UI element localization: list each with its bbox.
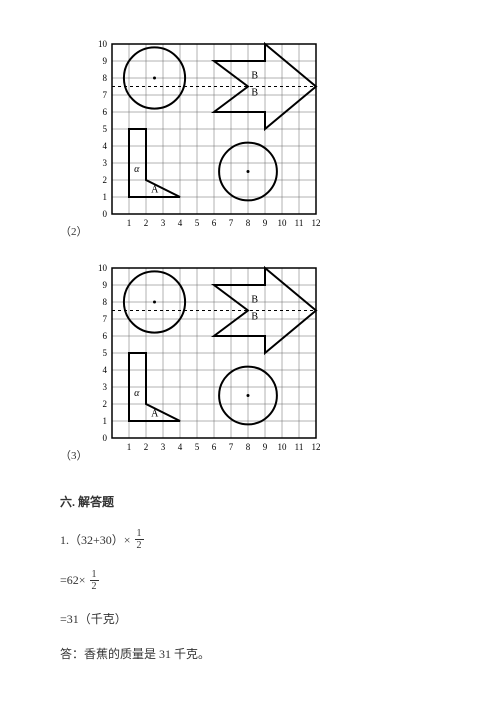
svg-text:3: 3 [102,158,107,168]
svg-text:11: 11 [294,218,303,228]
svg-text:4: 4 [102,365,107,375]
svg-text:5: 5 [102,124,107,134]
svg-text:0: 0 [102,209,107,219]
svg-text:9: 9 [102,56,107,66]
svg-text:B: B [251,295,258,306]
frac-den: 2 [135,540,144,551]
svg-text:5: 5 [194,442,199,452]
problem-1-answer: 答：香蕉的质量是 31 千克。 [60,645,440,662]
svg-text:7: 7 [102,90,107,100]
answer-text: 答：香蕉的质量是 31 千克。 [60,645,210,662]
svg-text:α: α [134,388,140,399]
svg-text:6: 6 [102,331,107,341]
problem-1-line-3: =31（千克） [60,610,440,627]
svg-text:1: 1 [126,442,131,452]
svg-text:9: 9 [262,442,267,452]
svg-text:8: 8 [245,442,250,452]
svg-text:A: A [151,185,159,196]
svg-text:7: 7 [228,442,233,452]
svg-text:10: 10 [277,218,287,228]
svg-text:4: 4 [177,218,182,228]
svg-text:1: 1 [102,192,107,202]
svg-text:1: 1 [102,416,107,426]
frac-num-2: 1 [90,569,99,581]
svg-text:B: B [251,312,258,323]
svg-text:B: B [251,88,258,99]
svg-text:A: A [151,409,159,420]
frac-num: 1 [135,528,144,540]
svg-text:4: 4 [177,442,182,452]
line1-prefix: 1.（32+30）× [60,531,131,548]
svg-text:6: 6 [211,218,216,228]
svg-text:9: 9 [262,218,267,228]
svg-text:10: 10 [98,264,108,273]
svg-text:12: 12 [311,218,320,228]
figure-2-row: （2） 123456789101112012345678910AαBB [60,40,440,244]
svg-text:2: 2 [143,218,148,228]
svg-text:B: B [251,71,258,82]
problem-1-line-1: 1.（32+30）× 1 2 [60,528,440,551]
svg-text:2: 2 [102,175,107,185]
line2-prefix: =62× [60,573,86,588]
svg-text:3: 3 [102,382,107,392]
svg-text:8: 8 [245,218,250,228]
svg-text:5: 5 [194,218,199,228]
figure-3-label: （3） [60,447,88,468]
svg-text:6: 6 [211,442,216,452]
svg-text:6: 6 [102,107,107,117]
svg-text:7: 7 [228,218,233,228]
svg-text:5: 5 [102,348,107,358]
line3-text: =31（千克） [60,610,127,627]
svg-text:8: 8 [102,73,107,83]
svg-text:α: α [134,164,140,175]
svg-text:10: 10 [277,442,287,452]
svg-text:4: 4 [102,141,107,151]
frac-den-2: 2 [90,581,99,592]
svg-text:1: 1 [126,218,131,228]
problem-1-line-2: =62× 1 2 [60,569,440,592]
svg-text:0: 0 [102,433,107,443]
svg-text:3: 3 [160,442,165,452]
figure-2-label: （2） [60,223,88,244]
fraction-1: 1 2 [135,528,144,551]
svg-text:2: 2 [102,399,107,409]
section-title: 六. 解答题 [60,493,440,510]
figure-2-grid: 123456789101112012345678910AαBB [96,40,332,244]
svg-text:10: 10 [98,40,108,49]
svg-text:9: 9 [102,280,107,290]
figure-3-grid: 123456789101112012345678910AαBB [96,264,332,468]
svg-text:7: 7 [102,314,107,324]
svg-text:8: 8 [102,297,107,307]
figure-3-row: （3） 123456789101112012345678910AαBB [60,264,440,468]
svg-text:3: 3 [160,218,165,228]
svg-text:11: 11 [294,442,303,452]
svg-text:12: 12 [311,442,320,452]
fraction-2: 1 2 [90,569,99,592]
svg-text:2: 2 [143,442,148,452]
